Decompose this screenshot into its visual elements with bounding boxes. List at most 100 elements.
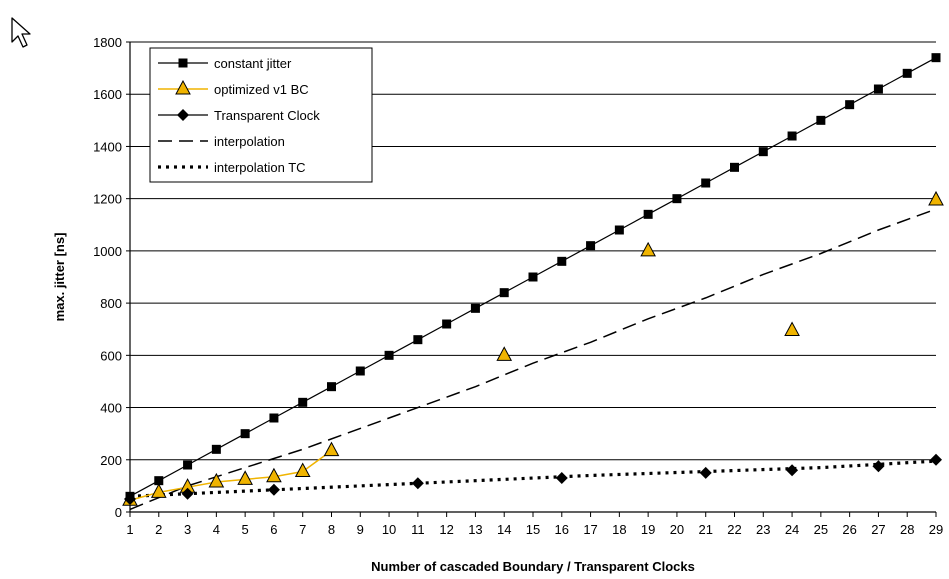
x-tick-label: 17 bbox=[583, 522, 597, 537]
y-tick-label: 1000 bbox=[93, 244, 122, 259]
y-tick-label: 1400 bbox=[93, 139, 122, 154]
x-tick-label: 2 bbox=[155, 522, 162, 537]
data-point-constant-jitter bbox=[384, 350, 394, 360]
data-point-constant-jitter bbox=[758, 147, 768, 157]
series-constant-jitter bbox=[125, 53, 941, 501]
x-tick-label: 10 bbox=[382, 522, 396, 537]
data-point-constant-jitter bbox=[672, 194, 682, 204]
y-tick-label: 200 bbox=[100, 453, 122, 468]
data-point-constant-jitter bbox=[240, 429, 250, 439]
data-point-optimized-v1-bc bbox=[640, 241, 656, 257]
data-point-constant-jitter bbox=[730, 162, 739, 172]
legend-swatch-marker bbox=[175, 79, 191, 95]
data-point-constant-jitter bbox=[298, 397, 308, 407]
x-tick-label: 19 bbox=[641, 522, 655, 537]
data-point-optimized-v1-bc bbox=[496, 346, 513, 361]
x-tick-label: 29 bbox=[929, 522, 943, 537]
legend-item-constant-jitter: constant jitter bbox=[158, 56, 292, 71]
x-axis-ticks: 1 2 3 4 5 6 7 8 9 10 11 12 13 14 15 16 17 18 19 20 21 22 23 24 2… bbox=[126, 512, 943, 537]
legend-item-optimized-v1-bc: optimized v1 BC bbox=[158, 79, 309, 97]
series-interpolation-tc bbox=[129, 459, 937, 498]
series-line-interpolation bbox=[129, 208, 937, 511]
data-point-optimized-v1-bc bbox=[323, 441, 340, 457]
data-point-constant-jitter bbox=[701, 178, 711, 188]
data-point-optimized-v1-bc bbox=[237, 470, 253, 485]
legend-label: interpolation TC bbox=[214, 160, 306, 175]
x-tick-label: 27 bbox=[871, 522, 885, 537]
x-tick-label: 11 bbox=[411, 522, 425, 537]
data-point-constant-jitter bbox=[327, 382, 336, 392]
x-tick-label: 5 bbox=[242, 522, 249, 537]
data-point-optimized-v1-bc bbox=[928, 190, 944, 206]
x-tick-label: 23 bbox=[756, 522, 770, 537]
y-tick-label: 1200 bbox=[93, 192, 122, 207]
legend: constant jitter optimized v1 BC Transparen… bbox=[149, 47, 373, 183]
data-point-constant-jitter bbox=[528, 272, 538, 282]
legend-label: interpolation bbox=[214, 134, 285, 149]
legend-swatch-marker bbox=[178, 58, 188, 68]
series-layer bbox=[122, 53, 944, 511]
data-point-constant-jitter bbox=[470, 303, 480, 313]
series-optimized-v1-bc bbox=[122, 190, 944, 506]
data-point-transparent-clock bbox=[181, 487, 194, 500]
x-tick-label: 3 bbox=[184, 522, 191, 537]
x-tick-label: 6 bbox=[270, 522, 277, 537]
x-tick-label: 18 bbox=[612, 522, 626, 537]
y-tick-label: 1600 bbox=[93, 87, 122, 102]
data-point-constant-jitter bbox=[442, 319, 452, 329]
legend-swatch-marker bbox=[177, 109, 189, 121]
data-point-constant-jitter bbox=[816, 115, 826, 125]
x-tick-label: 16 bbox=[555, 522, 569, 537]
x-tick-label: 4 bbox=[213, 522, 220, 537]
data-point-optimized-v1-bc bbox=[150, 483, 167, 498]
data-point-constant-jitter bbox=[499, 288, 509, 298]
data-point-transparent-clock bbox=[411, 477, 424, 490]
x-tick-label: 12 bbox=[439, 522, 453, 537]
x-tick-label: 13 bbox=[468, 522, 482, 537]
gridlines bbox=[130, 41, 936, 513]
x-tick-label: 9 bbox=[357, 522, 364, 537]
y-axis-title: max. jitter [ns] bbox=[52, 233, 67, 322]
data-point-optimized-v1-bc bbox=[266, 467, 282, 483]
x-tick-label: 25 bbox=[814, 522, 828, 537]
data-point-constant-jitter bbox=[931, 53, 941, 63]
y-tick-label: 1800 bbox=[93, 35, 122, 50]
data-point-transparent-clock bbox=[786, 464, 799, 477]
legend-label: optimized v1 BC bbox=[214, 82, 309, 97]
data-point-transparent-clock bbox=[555, 472, 568, 485]
data-point-transparent-clock bbox=[124, 492, 136, 505]
axes bbox=[129, 42, 936, 513]
x-tick-label: 15 bbox=[526, 522, 540, 537]
data-point-constant-jitter bbox=[787, 131, 797, 141]
cursor-icon bbox=[11, 17, 31, 48]
x-tick-label: 22 bbox=[727, 522, 741, 537]
data-point-constant-jitter bbox=[269, 413, 279, 423]
series-interpolation bbox=[129, 208, 937, 511]
data-point-constant-jitter bbox=[557, 256, 567, 266]
data-point-constant-jitter bbox=[845, 100, 855, 110]
legend-label: constant jitter bbox=[214, 56, 292, 71]
x-tick-label: 28 bbox=[900, 522, 914, 537]
y-tick-label: 400 bbox=[100, 401, 122, 416]
x-tick-label: 26 bbox=[842, 522, 856, 537]
legend-item-interpolation-tc: interpolation TC bbox=[158, 160, 306, 175]
data-point-constant-jitter bbox=[873, 84, 883, 94]
data-point-transparent-clock bbox=[872, 460, 885, 473]
data-point-optimized-v1-bc bbox=[784, 321, 800, 337]
data-point-constant-jitter bbox=[183, 460, 193, 470]
y-axis-ticks: 0 200 400 600 800 1000 1200 1400 1600 1800 bbox=[93, 35, 130, 520]
x-tick-label: 20 bbox=[670, 522, 684, 537]
x-tick-label: 14 bbox=[497, 522, 511, 537]
data-point-constant-jitter bbox=[586, 241, 596, 251]
x-tick-label: 1 bbox=[126, 522, 133, 537]
x-tick-label: 8 bbox=[328, 522, 335, 537]
data-point-constant-jitter bbox=[154, 476, 164, 486]
data-point-optimized-v1-bc bbox=[294, 462, 311, 478]
x-tick-label: 21 bbox=[698, 522, 712, 537]
series-transparent-clock bbox=[124, 453, 942, 505]
data-point-constant-jitter bbox=[643, 209, 653, 219]
data-point-constant-jitter bbox=[355, 366, 365, 376]
x-tick-label: 24 bbox=[785, 522, 799, 537]
legend-item-transparent-clock: Transparent Clock bbox=[158, 108, 320, 123]
